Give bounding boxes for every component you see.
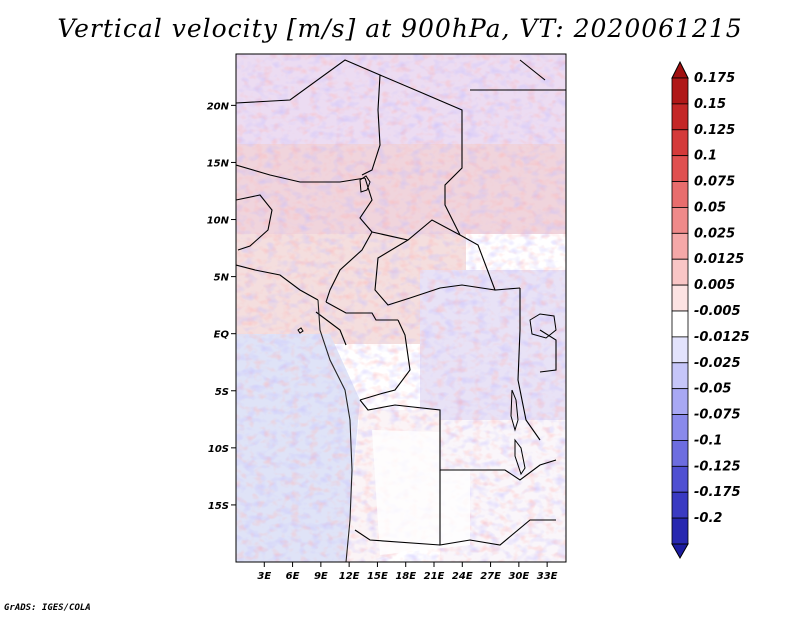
lat-tick-label: EQ	[214, 330, 230, 341]
colorbar-bottom-cap	[671, 543, 689, 560]
velocity-field	[236, 54, 566, 562]
colorbar-label: -0.075	[694, 408, 741, 423]
lon-tick-label: 33E	[537, 571, 558, 582]
lat-tick-label: 10S	[208, 444, 229, 455]
lakes	[297, 175, 557, 476]
colorbar-label: 0.005	[694, 278, 735, 293]
colorbar-swatch	[671, 310, 689, 338]
colorbar-label: 0.15	[694, 97, 726, 112]
grads-credit: GrADS: IGES/COLA	[4, 603, 91, 613]
colorbar-label: -0.175	[694, 485, 741, 500]
lon-tick-label: 18E	[395, 571, 416, 582]
colorbar-swatch	[671, 232, 689, 260]
colorbar-label: -0.125	[694, 459, 741, 474]
colorbar-swatch	[671, 465, 689, 493]
colorbar: 0.175 0.15 0.125 0.1 0.075 0.05 0.025 0.0125 0.0…	[671, 60, 750, 560]
lon-tick-label: 27E	[480, 571, 501, 582]
latitude-axis: 20N 15N 10N 5N EQ 5S 10S 15S	[207, 101, 236, 512]
colorbar-top-cap	[671, 60, 689, 79]
colorbar-swatch	[671, 103, 689, 131]
colorbar-swatch	[671, 517, 689, 545]
colorbar-swatch	[671, 414, 689, 441]
colorbar-swatch	[671, 491, 689, 519]
colorbar-swatch	[671, 284, 689, 312]
lat-tick-label: 5N	[214, 273, 230, 284]
lon-tick-label: 15E	[367, 571, 388, 582]
lat-tick-label: 20N	[207, 101, 230, 112]
colorbar-label: 0.05	[694, 200, 726, 215]
colorbar-swatch	[671, 388, 689, 415]
lon-tick-label: 9E	[314, 571, 328, 582]
lon-tick-label: 30E	[508, 571, 529, 582]
country-borders	[236, 59, 566, 562]
longitude-axis: 3E 6E 9E 12E 15E 18E 21E 24E 27E 30E 33E	[257, 562, 558, 582]
colorbar-swatch	[671, 77, 689, 105]
colorbar-label: -0.0125	[694, 330, 750, 345]
colorbar-label: -0.005	[694, 304, 741, 319]
colorbar-swatch	[671, 181, 689, 208]
colorbar-swatch	[671, 129, 689, 157]
colorbar-swatch	[671, 155, 689, 182]
map-frame	[235, 53, 567, 563]
colorbar-swatch	[671, 336, 689, 364]
map-title: Vertical velocity [m/s] at 900hPa, VT: 2…	[57, 14, 743, 43]
colorbar-label: 0.0125	[694, 252, 744, 267]
lat-tick-label: 10N	[207, 216, 230, 227]
colorbar-label: 0.175	[694, 71, 735, 86]
colorbar-label: 0.025	[694, 226, 735, 241]
colorbar-label: -0.1	[694, 433, 722, 448]
lon-tick-label: 24E	[452, 571, 473, 582]
colorbar-swatch	[671, 362, 689, 390]
colorbar-swatch	[671, 207, 689, 234]
colorbar-swatch	[671, 258, 689, 286]
lon-tick-label: 6E	[286, 571, 300, 582]
colorbar-swatch	[671, 440, 689, 467]
lon-tick-label: 21E	[424, 571, 445, 582]
lon-tick-label: 3E	[257, 571, 271, 582]
lon-tick-label: 12E	[339, 571, 360, 582]
colorbar-label: 0.125	[694, 123, 735, 138]
colorbar-label: 0.075	[694, 175, 735, 190]
lat-tick-label: 15N	[207, 158, 230, 169]
lat-tick-label: 5S	[215, 387, 229, 398]
lat-tick-label: 15S	[208, 501, 229, 512]
colorbar-label: -0.2	[694, 511, 722, 526]
colorbar-label: -0.025	[694, 356, 741, 371]
colorbar-label: -0.05	[694, 382, 731, 397]
colorbar-label: 0.1	[694, 149, 717, 164]
